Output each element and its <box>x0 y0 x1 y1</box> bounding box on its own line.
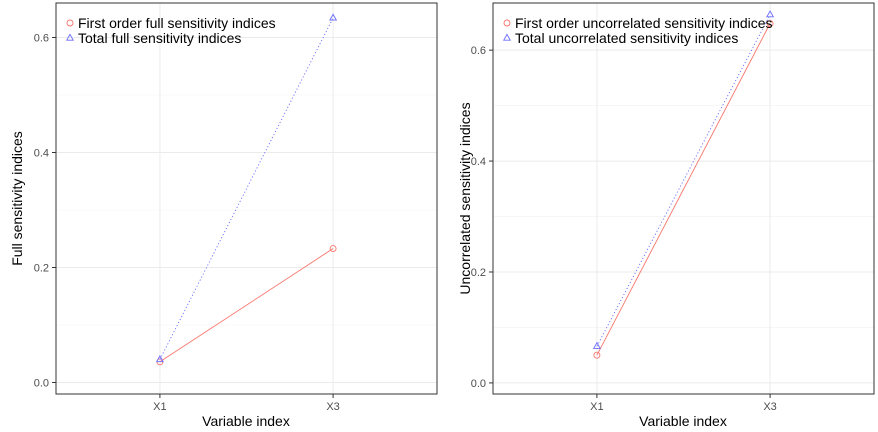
data-point-circle <box>593 351 601 359</box>
legend-key-circle <box>66 19 74 27</box>
y-tick-label: 0.0 <box>34 378 49 390</box>
y-tick-label: 0.4 <box>34 148 49 160</box>
legend-label: First order uncorrelated sensitivity ind… <box>515 15 773 31</box>
panel-border <box>55 2 438 395</box>
series-line-1 <box>596 23 771 356</box>
chart-panel-2: 0.0 0.2 0.4 0.6 X1 X3 First order uncorrelated… <box>457 2 875 429</box>
x-axis-title: Variable index <box>202 413 290 429</box>
data-point-circle <box>766 20 774 27</box>
y-tick-label: 0.4 <box>471 156 486 168</box>
panel-border <box>492 2 875 395</box>
x-tick-label: X1 <box>153 401 166 413</box>
y-axis-title: Uncorrelated sensitivity indices <box>457 102 473 294</box>
y-tick-label: 0.2 <box>471 267 486 279</box>
y-tick-label: 0.6 <box>34 33 49 45</box>
y-tick-label: 0.6 <box>471 45 486 57</box>
y-tick-label: 0.0 <box>471 378 486 390</box>
legend-label: First order full sensitivity indices <box>78 15 276 31</box>
series-line-2 <box>159 17 334 360</box>
chart-panel-1: 0.0 0.2 0.4 0.6 X1 X3 First order full sensiti… <box>9 2 438 429</box>
legend-key-circle <box>503 19 511 27</box>
y-tick-label: 0.2 <box>34 263 49 275</box>
series-line-2 <box>596 14 771 347</box>
y-axis-title: Full sensitivity indices <box>9 131 25 266</box>
data-point-triangle <box>329 13 338 21</box>
x-tick-label: X1 <box>590 401 603 413</box>
x-axis-title: Variable index <box>639 413 727 429</box>
legend-key-triangle <box>502 33 512 41</box>
data-point-triangle <box>766 10 775 18</box>
legend-label: Total uncorrelated sensitivity indices <box>515 30 738 46</box>
series-line-1 <box>159 248 334 363</box>
x-tick-label: X3 <box>763 401 776 413</box>
data-point-triangle <box>592 341 601 349</box>
data-point-triangle <box>155 354 164 363</box>
legend-label: Total full sensitivity indices <box>78 30 241 46</box>
x-tick-label: X3 <box>326 401 339 413</box>
legend-key-triangle <box>65 33 75 41</box>
data-point-circle <box>329 245 337 252</box>
